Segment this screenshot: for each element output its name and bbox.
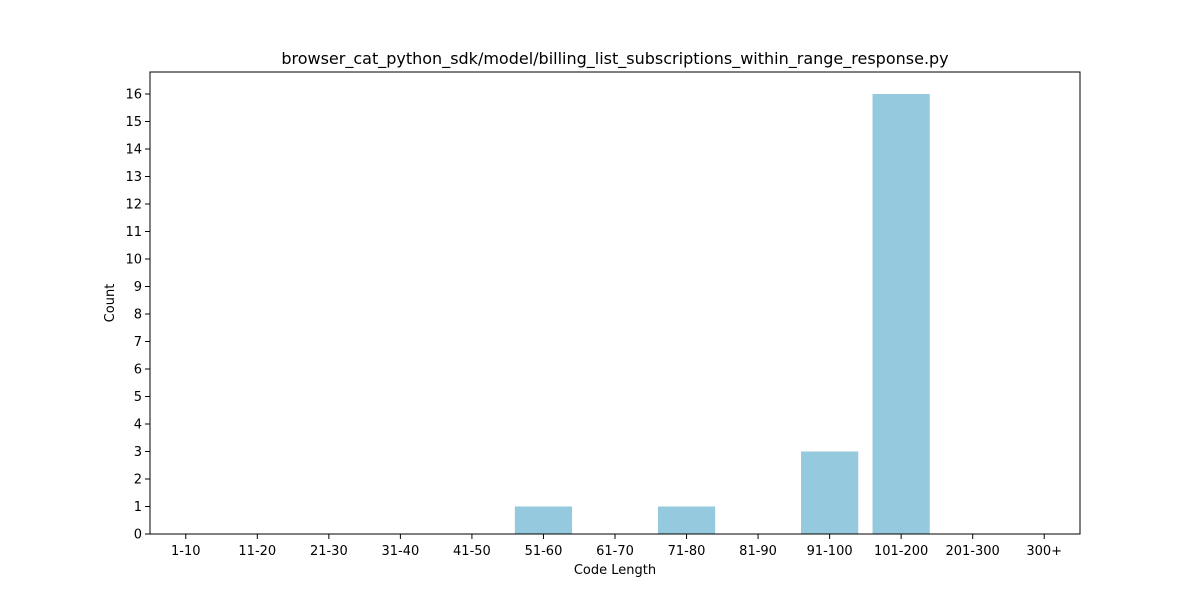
y-tick-label: 12 [125, 198, 142, 213]
x-tick-label: 1-10 [171, 544, 201, 559]
bars-layer [514, 94, 930, 534]
bar-71-80 [657, 506, 716, 534]
y-tick-label: 3 [134, 445, 142, 460]
x-axis: 1-10 11-20 21-30 31-40 41-50 51-60 61-70 71-80 8… [171, 534, 1062, 559]
y-tick-label: 13 [125, 170, 142, 185]
y-tick-label: 14 [125, 143, 142, 158]
bar-51-60 [514, 506, 573, 534]
x-tick-label: 71-80 [668, 544, 706, 559]
x-tick-label: 51-60 [525, 544, 563, 559]
y-tick-label: 7 [134, 335, 142, 350]
plot-frame [149, 71, 1081, 535]
x-tick-label: 91-100 [807, 544, 853, 559]
y-tick-label: 15 [125, 115, 142, 130]
y-tick-label: 16 [125, 88, 142, 103]
y-tick-label: 11 [125, 225, 142, 240]
x-tick-label: 21-30 [310, 544, 348, 559]
y-tick-label: 9 [134, 280, 142, 295]
y-tick-label: 10 [125, 253, 142, 268]
y-axis-title: Count [103, 284, 118, 323]
y-tick-label: 5 [134, 390, 142, 405]
x-tick-label: 201-300 [946, 544, 1000, 559]
x-tick-label: 61-70 [596, 544, 634, 559]
bar-101-200 [872, 94, 930, 534]
y-tick-label: 6 [134, 363, 142, 378]
x-tick-label: 41-50 [453, 544, 491, 559]
x-tick-label: 101-200 [874, 544, 928, 559]
bar-91-100 [801, 451, 859, 534]
y-tick-label: 1 [134, 500, 142, 515]
y-tick-label: 4 [134, 418, 142, 433]
x-tick-label: 31-40 [381, 544, 419, 559]
y-tick-label: 8 [134, 308, 142, 323]
y-tick-label: 2 [134, 473, 142, 488]
x-tick-label: 11-20 [238, 544, 276, 559]
chart-title: browser_cat_python_sdk/model/billing_lis… [281, 49, 948, 69]
x-axis-title: Code Length [574, 563, 656, 578]
x-tick-label: 300+ [1026, 544, 1062, 559]
x-tick-label: 81-90 [739, 544, 777, 559]
y-tick-label: 0 [134, 528, 142, 543]
